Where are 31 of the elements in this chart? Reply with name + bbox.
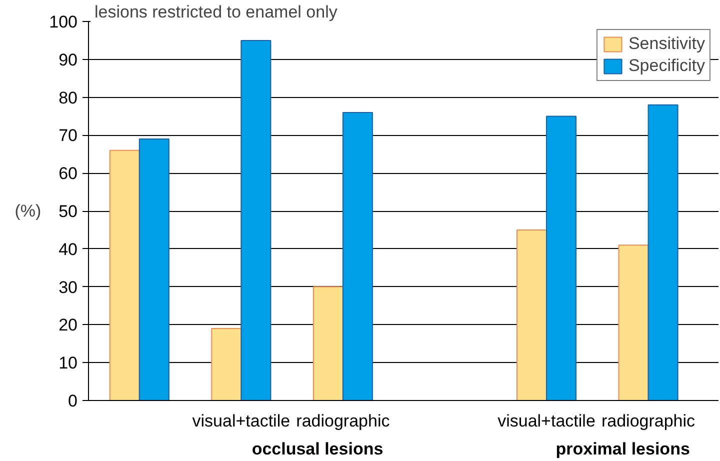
x-tick-label: radiographic (601, 412, 696, 430)
bar (342, 112, 373, 400)
y-tick-label: 90 (58, 50, 78, 70)
y-tick-label: 80 (58, 88, 78, 108)
y-tick-label: 30 (58, 278, 78, 297)
bar (648, 104, 678, 400)
x-tick-label: visual+tactile (498, 412, 596, 430)
bar (312, 286, 344, 400)
y-tick-label: 0 (68, 392, 78, 410)
bar (109, 150, 140, 400)
y-tick-label: 70 (58, 126, 78, 146)
bar (516, 229, 547, 400)
y-tick-label: 60 (58, 164, 78, 184)
x-tick-label: visual+tactile (192, 412, 290, 430)
bar (211, 328, 242, 400)
legend-label: Specificity (628, 56, 705, 76)
y-tick-label: 40 (58, 240, 78, 259)
bar (546, 116, 577, 400)
bar (618, 244, 649, 400)
bar (138, 138, 170, 400)
text: proximal lesions (556, 440, 690, 458)
legend-label: Sensitivity (628, 34, 705, 54)
y-tick-label: 10 (58, 354, 78, 373)
y-tick-label: 100 (49, 12, 78, 32)
x-tick-label: radiographic (296, 412, 390, 430)
y-tick-label: 50 (58, 202, 78, 221)
y-axis-title: (%) (14, 202, 42, 220)
chart-title: lesions restricted to enamel only (94, 2, 338, 22)
y-tick-label: 20 (58, 316, 78, 335)
bar (240, 40, 272, 400)
text: occlusal lesions (252, 440, 384, 458)
